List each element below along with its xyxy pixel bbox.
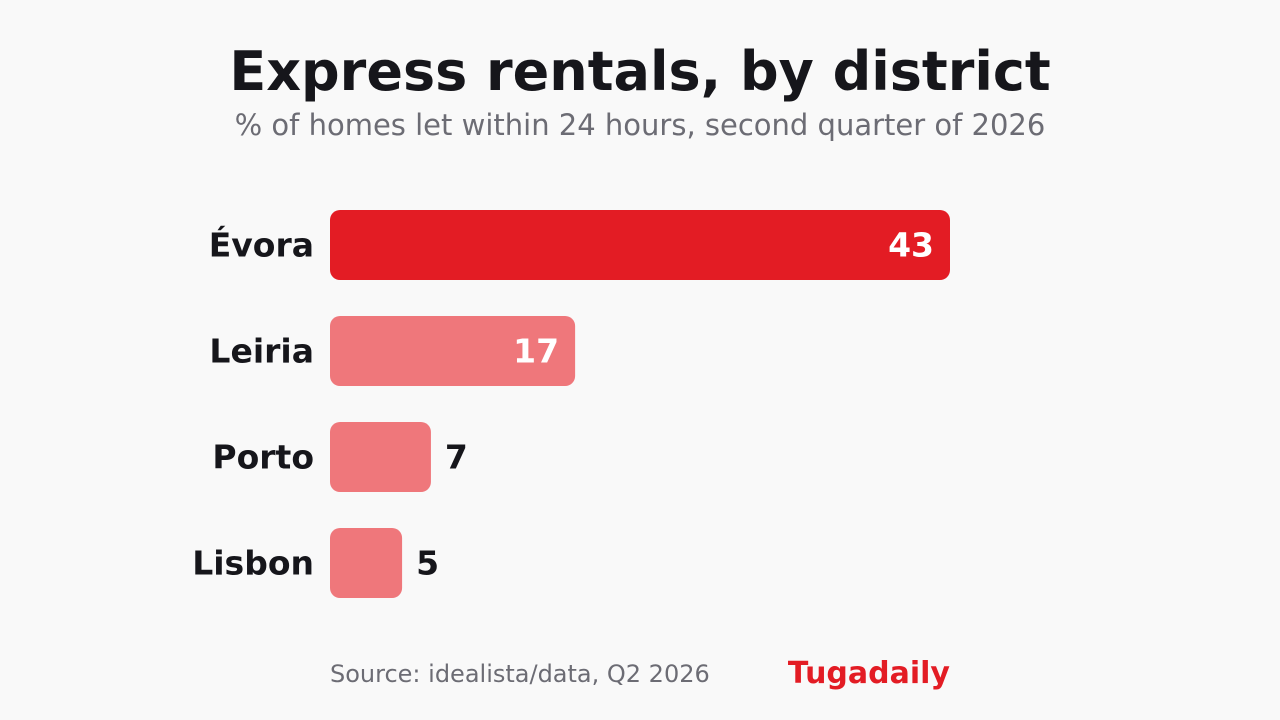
bar-2: [330, 422, 431, 492]
bar-0: [330, 210, 950, 280]
category-label-3: Lisbon: [192, 544, 314, 583]
category-label-0: Évora: [209, 225, 314, 265]
value-label-3: 5: [416, 544, 439, 583]
source-note: Source: idealista/data, Q2 2026: [330, 660, 710, 688]
value-label-1: 17: [513, 332, 559, 371]
value-label-0: 43: [888, 226, 934, 265]
category-label-1: Leiria: [209, 332, 314, 371]
chart-title: Express rentals, by district: [229, 40, 1051, 103]
category-label-2: Porto: [212, 438, 314, 477]
chart-subtitle: % of homes let within 24 hours, second q…: [234, 108, 1046, 142]
bar-1: [330, 316, 576, 386]
brand-logo: Tugadaily: [787, 656, 950, 691]
value-label-2: 7: [445, 438, 468, 477]
bar-3: [330, 528, 403, 598]
